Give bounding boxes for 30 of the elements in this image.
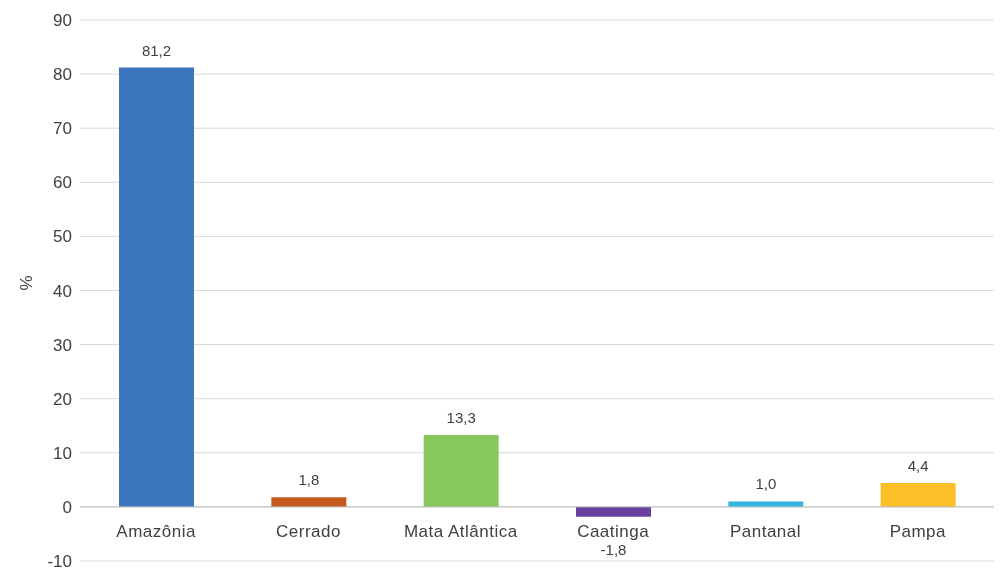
x-tick-label: Mata Atlântica bbox=[403, 521, 518, 541]
y-tick-label: 90 bbox=[53, 11, 72, 31]
data-label: 81,2 bbox=[141, 41, 172, 59]
y-tick-label: 70 bbox=[53, 119, 72, 139]
y-tick-label: 20 bbox=[53, 389, 72, 409]
x-tick-label: Cerrado bbox=[276, 521, 341, 541]
bar bbox=[271, 497, 347, 507]
bar bbox=[880, 483, 956, 507]
bar bbox=[119, 67, 194, 507]
data-label: -1,8 bbox=[600, 540, 627, 558]
y-tick-label: 0 bbox=[62, 497, 72, 517]
y-axis-title: % bbox=[17, 275, 37, 291]
bar bbox=[423, 434, 499, 507]
y-tick-label: 10 bbox=[53, 443, 72, 463]
x-tick-label: Pantanal bbox=[729, 521, 802, 541]
data-label: 13,3 bbox=[446, 408, 476, 426]
x-tick-label: Amazônia bbox=[116, 521, 196, 541]
y-tick-label: -10 bbox=[47, 552, 72, 570]
y-tick-label: 30 bbox=[53, 335, 72, 355]
data-label: 1,8 bbox=[298, 471, 320, 489]
x-tick-label: Caatinga bbox=[577, 521, 650, 541]
data-label: 4,4 bbox=[907, 457, 929, 475]
y-tick-label: 60 bbox=[53, 173, 72, 193]
x-tick-label: Pampa bbox=[889, 521, 947, 541]
y-tick-label: 80 bbox=[53, 65, 72, 85]
bar bbox=[576, 506, 651, 517]
y-tick-label: 40 bbox=[53, 281, 72, 301]
y-tick-label: 50 bbox=[53, 227, 72, 247]
bar bbox=[728, 501, 804, 507]
data-label: 1,0 bbox=[755, 475, 777, 493]
